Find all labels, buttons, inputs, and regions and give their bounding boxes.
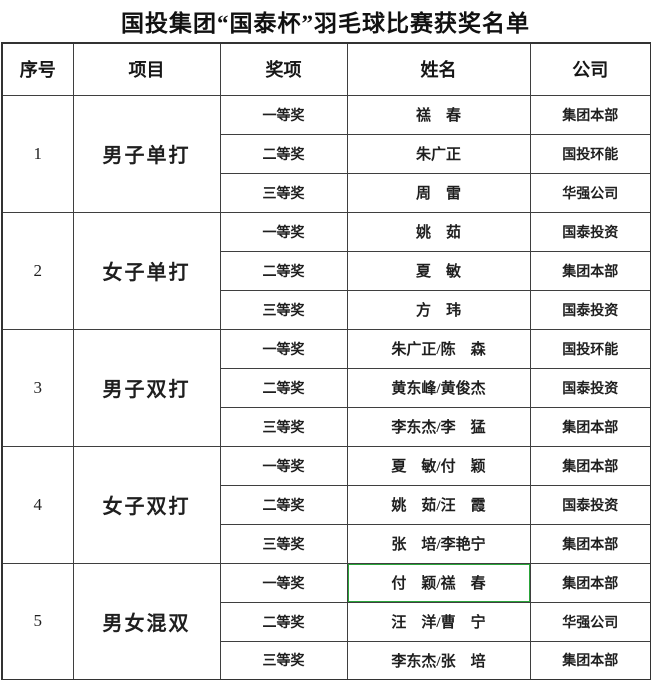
company-cell: 集团本部 — [529, 523, 651, 564]
table-row: 5 男女混双 一等奖 付 颖/禚 春 集团本部 — [1, 562, 651, 680]
company-cell: 集团本部 — [529, 250, 651, 291]
company-cell: 国泰投资 — [529, 211, 651, 252]
table-row: 二等奖 汪 洋/曹 宁 华强公司 — [2, 601, 651, 642]
group-5-number: 5 — [1, 562, 74, 680]
name-cell: 汪 洋/曹 宁 — [346, 601, 531, 642]
table-row: 2 女子单打 一等奖 姚 茹 国泰投资 — [1, 211, 651, 330]
name-cell: 李东杰/李 猛 — [346, 406, 531, 447]
awards-table: 序号 项目 奖项 姓名 公司 1 男子单打 一等奖 禚 春 集团本部 二等奖 朱… — [1, 42, 651, 680]
name-cell: 姚 茹 — [346, 211, 531, 252]
group-2-event: 女子单打 — [72, 211, 221, 330]
group-1-number: 1 — [1, 94, 74, 213]
table-header-row: 序号 项目 奖项 姓名 公司 — [1, 42, 651, 96]
group-3-event: 男子双打 — [72, 328, 221, 447]
col-header-company: 公司 — [529, 42, 651, 96]
group-2-number: 2 — [1, 211, 74, 330]
col-header-name: 姓名 — [346, 42, 531, 96]
group-3-number: 3 — [1, 328, 74, 447]
award-cell: 一等奖 — [219, 211, 348, 252]
award-cell: 三等奖 — [219, 406, 348, 447]
award-cell: 二等奖 — [219, 133, 348, 174]
table-row: 三等奖 李东杰/张 培 集团本部 — [2, 640, 651, 680]
company-cell: 国泰投资 — [529, 289, 651, 330]
group-1-event: 男子单打 — [72, 94, 221, 213]
award-cell: 一等奖 — [219, 328, 348, 369]
company-cell: 国泰投资 — [529, 367, 651, 408]
name-cell: 周 雷 — [346, 172, 531, 213]
name-cell: 夏 敏 — [346, 250, 531, 291]
company-cell: 集团本部 — [529, 94, 651, 135]
company-cell: 华强公司 — [529, 601, 651, 642]
table-row: 三等奖 李东杰/李 猛 集团本部 — [2, 406, 651, 447]
name-cell: 朱广正/陈 森 — [346, 328, 531, 369]
company-cell: 集团本部 — [529, 640, 651, 680]
table-row: 1 男子单打 一等奖 禚 春 集团本部 — [1, 94, 651, 213]
col-header-award: 奖项 — [219, 42, 348, 96]
company-cell: 国泰投资 — [529, 484, 651, 525]
award-cell: 二等奖 — [219, 484, 348, 525]
name-text: 付 颖/禚 春 — [391, 576, 486, 592]
page-title: 国投集团“国泰杯”羽毛球比赛获奖名单 — [121, 11, 530, 36]
table-row: 三等奖 方 玮 国泰投资 — [2, 289, 651, 330]
company-cell: 集团本部 — [529, 562, 651, 603]
group-4-number: 4 — [1, 445, 74, 564]
company-cell: 国投环能 — [529, 133, 651, 174]
table-row: 二等奖 黄东峰/黄俊杰 国泰投资 — [2, 367, 651, 408]
company-cell: 国投环能 — [529, 328, 651, 369]
col-header-no: 序号 — [1, 42, 74, 96]
name-cell: 李东杰/张 培 — [346, 640, 531, 680]
table-row: 4 女子双打 一等奖 夏 敏/付 颖 集团本部 — [1, 445, 651, 564]
table-row: 3 男子双打 一等奖 朱广正/陈 森 国投环能 — [1, 328, 651, 447]
company-cell: 集团本部 — [529, 406, 651, 447]
award-cell: 一等奖 — [219, 562, 348, 603]
name-cell: 方 玮 — [346, 289, 531, 330]
award-cell: 二等奖 — [219, 367, 348, 408]
name-cell: 朱广正 — [346, 133, 531, 174]
company-cell: 集团本部 — [529, 445, 651, 486]
award-cell: 一等奖 — [219, 445, 348, 486]
company-cell: 华强公司 — [529, 172, 651, 213]
award-cell: 二等奖 — [219, 250, 348, 291]
name-cell: 姚 茹/汪 霞 — [346, 484, 531, 525]
table-row: 三等奖 张 培/李艳宁 集团本部 — [2, 523, 651, 564]
group-4-event: 女子双打 — [72, 445, 221, 564]
table-row: 二等奖 夏 敏 集团本部 — [2, 250, 651, 291]
name-cell: 禚 春 — [346, 94, 531, 135]
award-cell: 三等奖 — [219, 172, 348, 213]
highlighted-name-cell: 付 颖/禚 春 — [346, 562, 531, 603]
table-row: 三等奖 周 雷 华强公司 — [2, 172, 651, 213]
award-cell: 二等奖 — [219, 601, 348, 642]
col-header-event: 项目 — [72, 42, 221, 96]
award-cell: 三等奖 — [219, 523, 348, 564]
award-cell: 三等奖 — [219, 289, 348, 330]
group-5-event: 男女混双 — [72, 562, 221, 680]
award-cell: 一等奖 — [219, 94, 348, 135]
table-row: 二等奖 姚 茹/汪 霞 国泰投资 — [2, 484, 651, 525]
name-cell: 夏 敏/付 颖 — [346, 445, 531, 486]
name-cell: 张 培/李艳宁 — [346, 523, 531, 564]
award-cell: 三等奖 — [219, 640, 348, 680]
name-cell: 黄东峰/黄俊杰 — [346, 367, 531, 408]
title-bar: 国投集团“国泰杯”羽毛球比赛获奖名单 — [0, 0, 651, 42]
